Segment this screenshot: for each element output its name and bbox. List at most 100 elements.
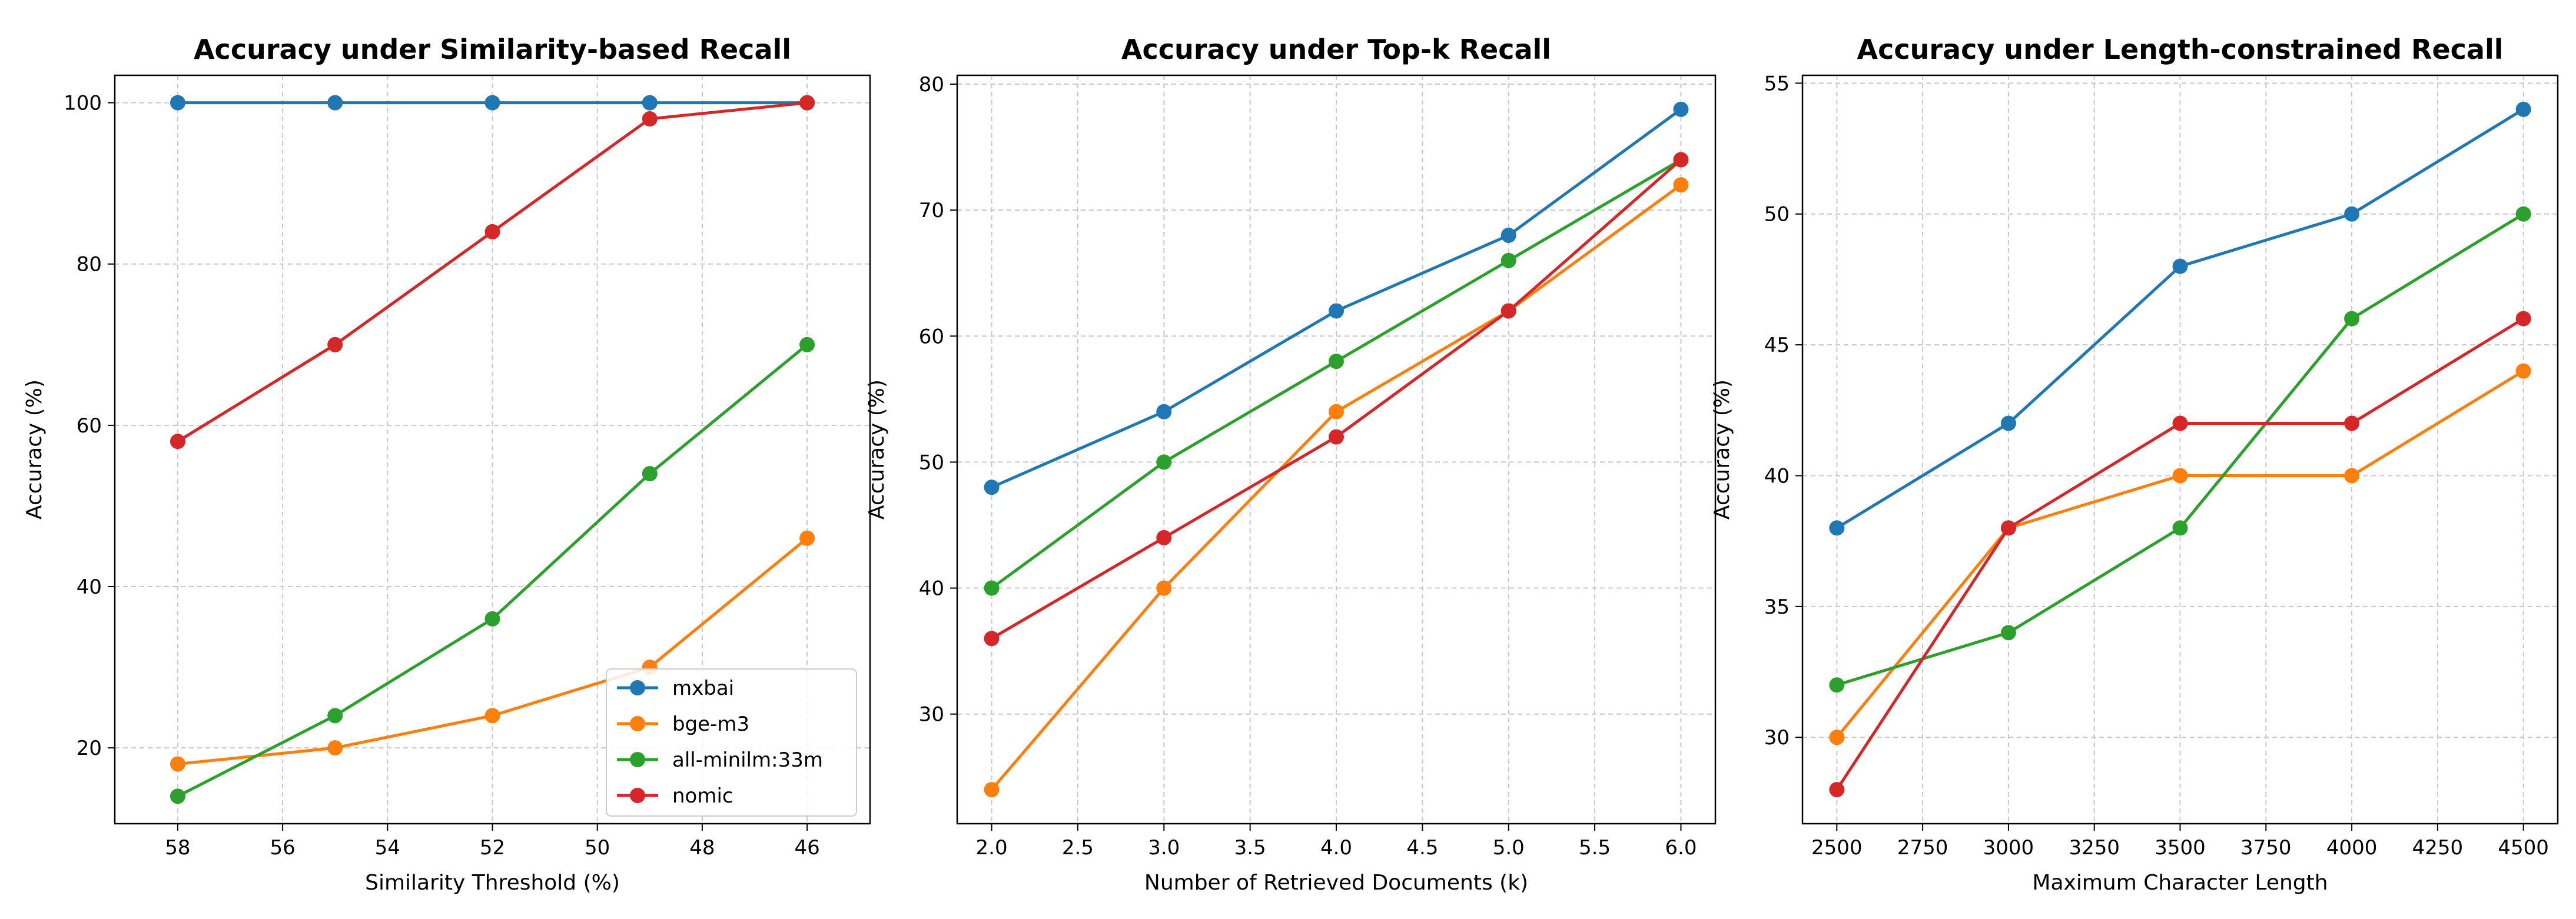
data-point-mxbai (1156, 404, 1172, 419)
legend-marker-bge-m3 (630, 716, 645, 731)
y-tick-label: 20 (77, 737, 102, 760)
data-point-bge-m3 (327, 740, 343, 756)
x-tick-label: 3500 (2155, 836, 2206, 860)
data-point-nomic (799, 95, 815, 111)
legend-label-bge-m3: bge-m3 (672, 712, 749, 736)
data-point-nomic (984, 631, 1000, 647)
x-tick-label: 4500 (2498, 836, 2549, 860)
x-tick-label: 56 (270, 836, 295, 860)
data-point-bge-m3 (799, 530, 815, 546)
data-point-all-minilm-33m (1329, 354, 1344, 369)
y-tick-label: 40 (1764, 464, 1790, 488)
x-tick-label: 2.0 (976, 836, 1008, 860)
data-point-bge-m3 (484, 708, 500, 724)
plot-frame (1801, 74, 2559, 825)
data-point-bge-m3 (2172, 468, 2188, 484)
x-tick-label: 4.0 (1320, 836, 1352, 860)
data-point-mxbai (1501, 227, 1516, 243)
x-tick-label: 3000 (1983, 836, 2034, 860)
data-point-mxbai (1829, 520, 1845, 536)
data-point-nomic (484, 224, 500, 239)
chart-title: Accuracy under Similarity-based Recall (194, 34, 791, 65)
data-point-all-minilm-33m (327, 708, 343, 724)
data-point-all-minilm-33m (984, 580, 1000, 596)
x-tick-label: 6.0 (1665, 836, 1697, 860)
y-axis-label: Accuracy (%) (865, 379, 889, 520)
plot-frame (956, 74, 1717, 825)
data-point-all-minilm-33m (1156, 454, 1172, 470)
x-tick-label: 46 (794, 836, 819, 860)
y-tick-label: 40 (919, 577, 944, 601)
data-point-bge-m3 (1673, 177, 1689, 193)
y-tick-label: 30 (1764, 726, 1790, 750)
data-point-nomic (2515, 311, 2531, 327)
y-tick-label: 80 (919, 73, 944, 96)
data-point-all-minilm-33m (1829, 677, 1845, 693)
x-tick-label: 2.5 (1062, 836, 1094, 860)
data-point-all-minilm-33m (799, 337, 815, 352)
y-tick-label: 30 (919, 703, 944, 727)
data-point-all-minilm-33m (1501, 252, 1516, 268)
x-axis-label: Number of Retrieved Documents (k) (1144, 871, 1528, 895)
chart-title: Accuracy under Length-constrained Recall (1857, 34, 2503, 65)
x-tick-label: 52 (480, 836, 505, 860)
y-tick-label: 100 (64, 92, 102, 115)
data-point-nomic (1156, 530, 1172, 545)
legend-marker-all-minilm-33m (630, 752, 645, 767)
x-tick-label: 5.0 (1493, 836, 1525, 860)
y-axis-label: Accuracy (%) (1710, 379, 1734, 520)
x-tick-label: 58 (165, 836, 190, 860)
x-tick-label: 3750 (2240, 836, 2292, 860)
legend-marker-nomic (630, 788, 645, 803)
y-tick-label: 50 (1764, 203, 1790, 227)
x-tick-label: 3250 (2069, 836, 2120, 860)
y-tick-label: 45 (1764, 334, 1790, 357)
y-tick-label: 35 (1764, 595, 1790, 619)
plot-frame (114, 74, 871, 825)
data-point-bge-m3 (2515, 363, 2531, 379)
x-tick-label: 50 (585, 836, 610, 860)
legend-box (606, 668, 857, 817)
x-tick-label: 48 (689, 836, 715, 860)
panel-2: 2.0 2.5 3.0 3.5 4.0 4.5 5.0 5.5 6.0 30 40 50 60 70 80 A… (865, 34, 1717, 895)
data-point-mxbai (1329, 303, 1344, 319)
y-tick-label: 55 (1764, 72, 1790, 95)
y-tick-label: 60 (77, 414, 102, 438)
data-point-mxbai (1673, 101, 1689, 117)
data-point-bge-m3 (1829, 730, 1845, 745)
y-tick-label: 70 (919, 199, 944, 222)
y-tick-label: 60 (919, 325, 944, 348)
data-point-nomic (2344, 415, 2360, 431)
panel-1: 58 56 54 52 50 48 46 20 40 60 80 100 Accuracy under … (22, 34, 871, 895)
data-point-mxbai (170, 95, 185, 111)
x-tick-label: 5.5 (1579, 836, 1611, 860)
y-tick-label: 50 (919, 451, 944, 474)
data-point-all-minilm-33m (2515, 206, 2531, 222)
data-point-nomic (1673, 152, 1689, 168)
data-point-nomic (1829, 782, 1845, 798)
data-point-nomic (2172, 415, 2188, 431)
data-point-bge-m3 (2344, 468, 2360, 484)
data-point-mxbai (2515, 101, 2531, 117)
data-point-mxbai (2344, 206, 2360, 222)
data-point-nomic (170, 434, 185, 449)
data-point-nomic (642, 111, 658, 127)
legend-marker-mxbai (630, 680, 645, 695)
chart-title: Accuracy under Top-k Recall (1121, 34, 1551, 65)
data-point-mxbai (484, 95, 500, 111)
x-tick-label: 4250 (2412, 836, 2464, 860)
x-tick-label: 2750 (1897, 836, 1948, 860)
data-point-mxbai (642, 95, 658, 111)
data-point-all-minilm-33m (642, 466, 658, 482)
x-axis-label: Maximum Character Length (2032, 871, 2328, 895)
y-axis-label: Accuracy (%) (22, 379, 47, 520)
data-point-nomic (327, 337, 343, 352)
legend-label-mxbai: mxbai (672, 677, 734, 700)
data-point-all-minilm-33m (170, 788, 185, 804)
x-tick-label: 2500 (1811, 836, 1863, 860)
legend-label-nomic: nomic (672, 784, 733, 808)
data-point-all-minilm-33m (2172, 520, 2188, 536)
data-point-bge-m3 (1329, 404, 1344, 419)
data-point-mxbai (2172, 258, 2188, 274)
data-point-mxbai (327, 95, 343, 111)
